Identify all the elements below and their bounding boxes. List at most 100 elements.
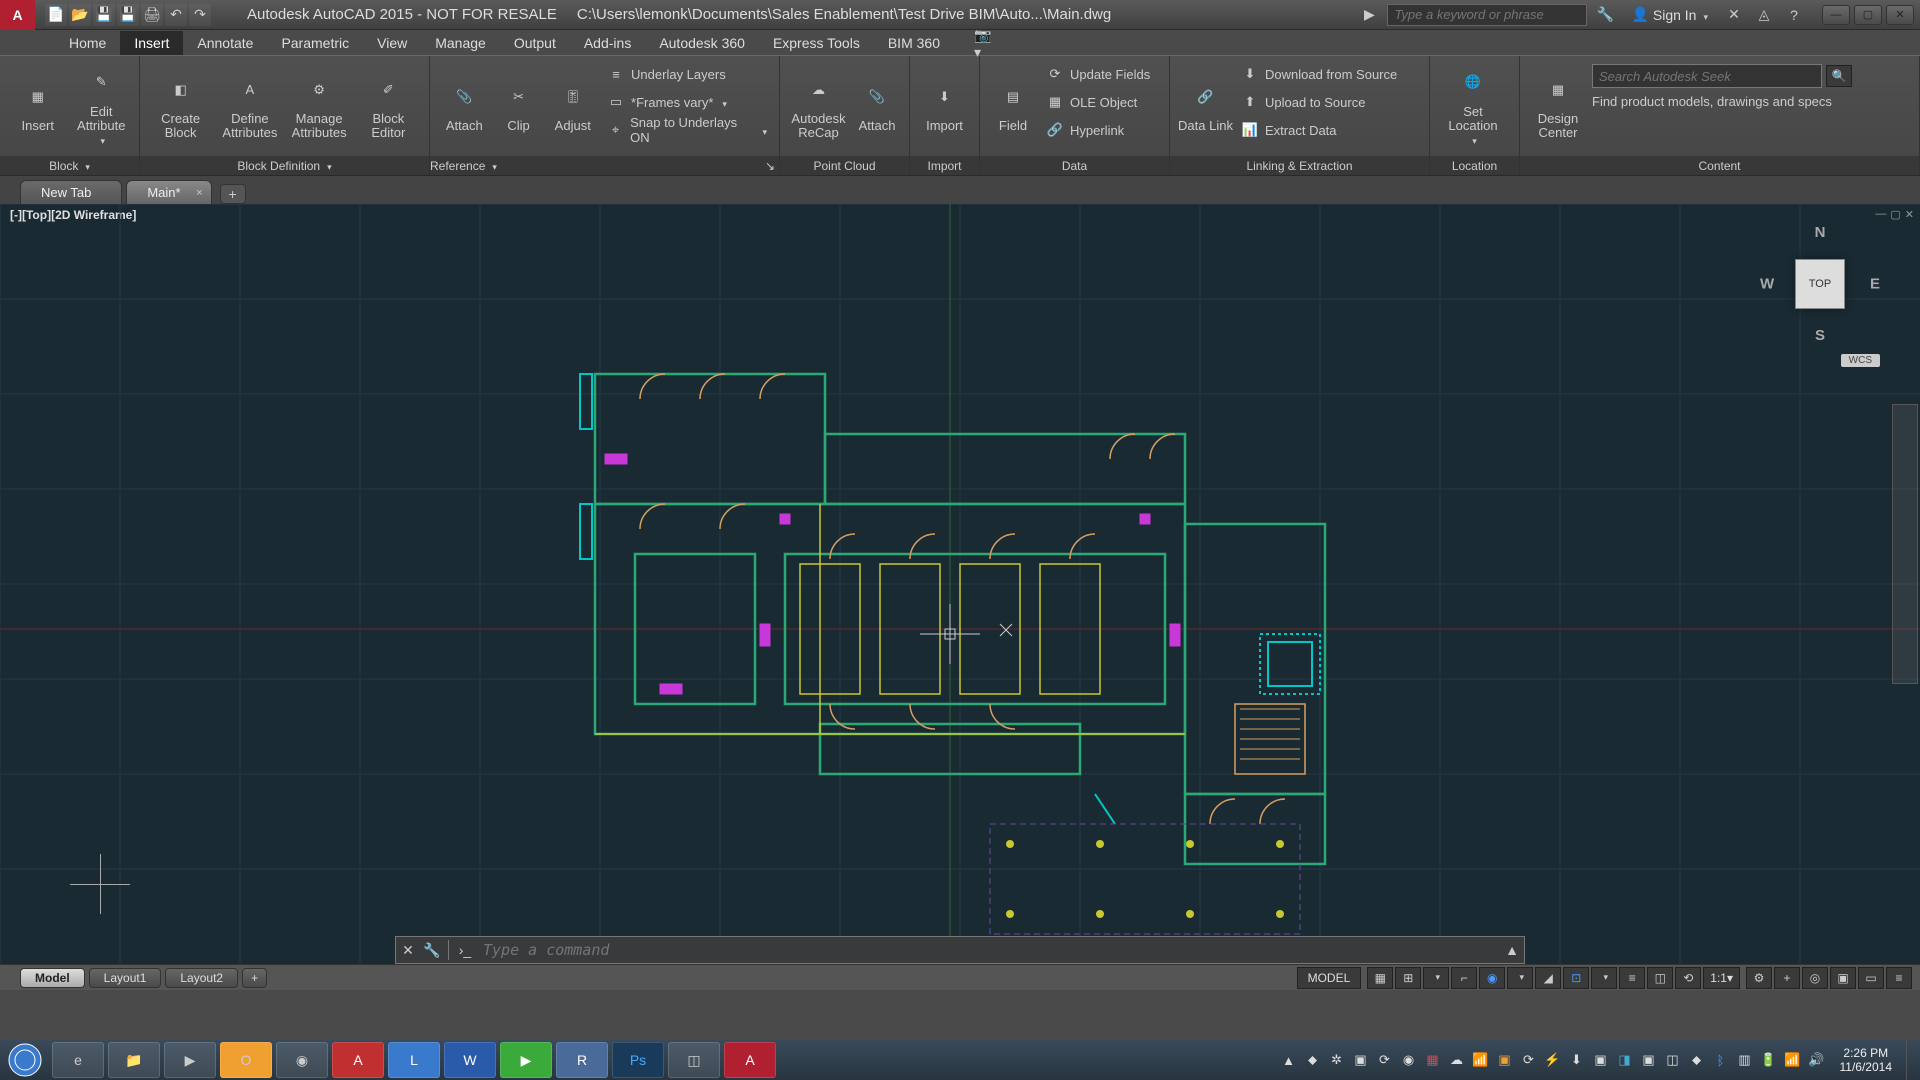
viewcube-w[interactable]: W bbox=[1760, 276, 1774, 293]
taskbar-photoshop[interactable]: Ps bbox=[612, 1042, 664, 1078]
download-source-button[interactable]: ⬇Download from Source bbox=[1237, 60, 1401, 88]
seek-go-button[interactable]: 🔍 bbox=[1826, 65, 1852, 87]
show-desktop-button[interactable] bbox=[1906, 1040, 1914, 1080]
tray-icon[interactable]: ▦ bbox=[1424, 1051, 1442, 1069]
tray-icon[interactable]: ▣ bbox=[1592, 1051, 1610, 1069]
tray-icon[interactable]: ⬥ bbox=[1688, 1051, 1706, 1069]
layout-tab-1[interactable]: Layout1 bbox=[89, 968, 162, 988]
layout-tab-2[interactable]: Layout2 bbox=[165, 968, 238, 988]
taskbar-snagit[interactable]: ◫ bbox=[668, 1042, 720, 1078]
edit-attribute-button[interactable]: ✎Edit Attribute bbox=[72, 60, 132, 152]
qat-print-icon[interactable]: 🖨 bbox=[141, 4, 163, 26]
cycling-toggle[interactable]: ⟲ bbox=[1675, 967, 1701, 989]
tray-volume-icon[interactable]: 🔊 bbox=[1808, 1051, 1826, 1069]
tray-icon[interactable]: ⟳ bbox=[1520, 1051, 1538, 1069]
lineweight-toggle[interactable]: ≡ bbox=[1619, 967, 1645, 989]
frames-button[interactable]: ▭*Frames vary* bbox=[603, 88, 771, 116]
osnap-toggle[interactable]: ⊡ bbox=[1563, 967, 1589, 989]
customize-status[interactable]: ≡ bbox=[1886, 967, 1912, 989]
grid-toggle[interactable]: ▦ bbox=[1367, 967, 1393, 989]
tray-network-icon[interactable]: 📶 bbox=[1784, 1051, 1802, 1069]
help-search-input[interactable] bbox=[1387, 4, 1587, 26]
tab-bim360[interactable]: BIM 360 bbox=[874, 31, 954, 55]
clean-toggle[interactable]: ▭ bbox=[1858, 967, 1884, 989]
define-attr-button[interactable]: ADefine Attributes bbox=[217, 60, 282, 152]
close-icon[interactable]: × bbox=[196, 187, 202, 199]
tray-icon[interactable]: ⟳ bbox=[1376, 1051, 1394, 1069]
taskbar-outlook[interactable]: O bbox=[220, 1042, 272, 1078]
manage-attr-button[interactable]: ⚙Manage Attributes bbox=[287, 60, 352, 152]
transparency-toggle[interactable]: ◫ bbox=[1647, 967, 1673, 989]
tab-annotate[interactable]: Annotate bbox=[183, 31, 267, 55]
tab-express[interactable]: Express Tools bbox=[759, 31, 874, 55]
cmd-history-icon[interactable]: ▲ bbox=[1500, 938, 1524, 962]
tray-icon[interactable]: ✲ bbox=[1328, 1051, 1346, 1069]
qat-open-icon[interactable]: 📂 bbox=[69, 4, 91, 26]
qat-new-icon[interactable]: 📄 bbox=[45, 4, 67, 26]
apps-icon[interactable]: ◬ bbox=[1752, 4, 1776, 26]
datalink-button[interactable]: 🔗Data Link bbox=[1178, 60, 1233, 152]
create-block-button[interactable]: ◧Create Block bbox=[148, 60, 213, 152]
exchange-icon[interactable]: ✕ bbox=[1722, 4, 1746, 26]
tray-icon[interactable]: ▥ bbox=[1736, 1051, 1754, 1069]
qat-undo-icon[interactable]: ↶ bbox=[165, 4, 187, 26]
taskbar-camtasia[interactable]: ▶ bbox=[500, 1042, 552, 1078]
doctab-main[interactable]: Main*× bbox=[126, 180, 211, 204]
qat-saveas-icon[interactable]: 💾 bbox=[117, 4, 139, 26]
import-button[interactable]: ⬇Import bbox=[918, 60, 971, 152]
tray-icon[interactable]: ◉ bbox=[1400, 1051, 1418, 1069]
tray-icon[interactable]: ▲ bbox=[1280, 1051, 1298, 1069]
tray-bluetooth-icon[interactable]: ᛒ bbox=[1712, 1051, 1730, 1069]
tab-a360[interactable]: Autodesk 360 bbox=[645, 31, 759, 55]
taskbar-explorer[interactable]: 📁 bbox=[108, 1042, 160, 1078]
close-button[interactable]: ✕ bbox=[1886, 5, 1914, 25]
extract-data-button[interactable]: 📊Extract Data bbox=[1237, 116, 1401, 144]
cmd-close-icon[interactable]: ✕ bbox=[396, 938, 420, 962]
upload-source-button[interactable]: ⬆Upload to Source bbox=[1237, 88, 1401, 116]
attach-button[interactable]: 📎Attach bbox=[438, 60, 491, 152]
layout-tab-model[interactable]: Model bbox=[20, 968, 85, 988]
tray-icon[interactable]: ⬇ bbox=[1568, 1051, 1586, 1069]
command-line[interactable]: ✕ 🔧 ›_ ▲ bbox=[395, 936, 1525, 964]
viewcube-s[interactable]: S bbox=[1815, 327, 1825, 344]
hardware-toggle[interactable]: ▣ bbox=[1830, 967, 1856, 989]
tab-insert[interactable]: Insert bbox=[120, 31, 183, 55]
model-space-badge[interactable]: MODEL bbox=[1297, 967, 1362, 989]
taskbar-lync[interactable]: L bbox=[388, 1042, 440, 1078]
taskbar-revit[interactable]: R bbox=[556, 1042, 608, 1078]
taskbar-word[interactable]: W bbox=[444, 1042, 496, 1078]
title-arrow-icon[interactable]: ▶ bbox=[1357, 4, 1381, 26]
set-location-button[interactable]: 🌐Set Location bbox=[1438, 60, 1508, 152]
gear-toggle[interactable]: ⚙ bbox=[1746, 967, 1772, 989]
viewcube[interactable]: N S E W TOP bbox=[1760, 224, 1880, 344]
clip-button[interactable]: ✂Clip bbox=[495, 60, 543, 152]
tray-battery-icon[interactable]: 🔋 bbox=[1760, 1051, 1778, 1069]
tray-icon[interactable]: ◫ bbox=[1664, 1051, 1682, 1069]
tray-icon[interactable]: ☁ bbox=[1448, 1051, 1466, 1069]
taskbar-ie[interactable]: e bbox=[52, 1042, 104, 1078]
signin-button[interactable]: 👤Sign In bbox=[1623, 6, 1716, 23]
tray-power-icon[interactable]: ⚡ bbox=[1544, 1051, 1562, 1069]
tab-output[interactable]: Output bbox=[500, 31, 570, 55]
tab-home[interactable]: Home bbox=[55, 31, 120, 55]
ribbon-camera-icon[interactable]: 📷▾ bbox=[974, 33, 998, 55]
tray-icon[interactable]: ▣ bbox=[1352, 1051, 1370, 1069]
ortho-toggle[interactable]: ⌐ bbox=[1451, 967, 1477, 989]
pc-attach-button[interactable]: 📎Attach bbox=[853, 60, 901, 152]
qat-save-icon[interactable]: 💾 bbox=[93, 4, 115, 26]
tray-icon[interactable]: ▣ bbox=[1640, 1051, 1658, 1069]
taskbar-acrobat[interactable]: A bbox=[332, 1042, 384, 1078]
snap-menu[interactable] bbox=[1423, 967, 1449, 989]
snap-underlays-button[interactable]: ⌖Snap to Underlays ON bbox=[603, 116, 771, 144]
help-icon[interactable]: ? bbox=[1782, 4, 1806, 26]
viewcube-n[interactable]: N bbox=[1815, 224, 1826, 241]
maximize-button[interactable]: ▢ bbox=[1854, 5, 1882, 25]
tray-icon[interactable]: ◨ bbox=[1616, 1051, 1634, 1069]
ole-button[interactable]: ▦OLE Object bbox=[1042, 88, 1154, 116]
recap-button[interactable]: ☁Autodesk ReCap bbox=[788, 60, 849, 152]
doctab-add-button[interactable]: + bbox=[220, 184, 246, 204]
tab-parametric[interactable]: Parametric bbox=[267, 31, 363, 55]
command-input[interactable] bbox=[477, 941, 1500, 959]
drawing-canvas[interactable]: [-][Top][2D Wireframe] — ▢ ✕ bbox=[0, 204, 1920, 964]
polar-toggle[interactable]: ◉ bbox=[1479, 967, 1505, 989]
